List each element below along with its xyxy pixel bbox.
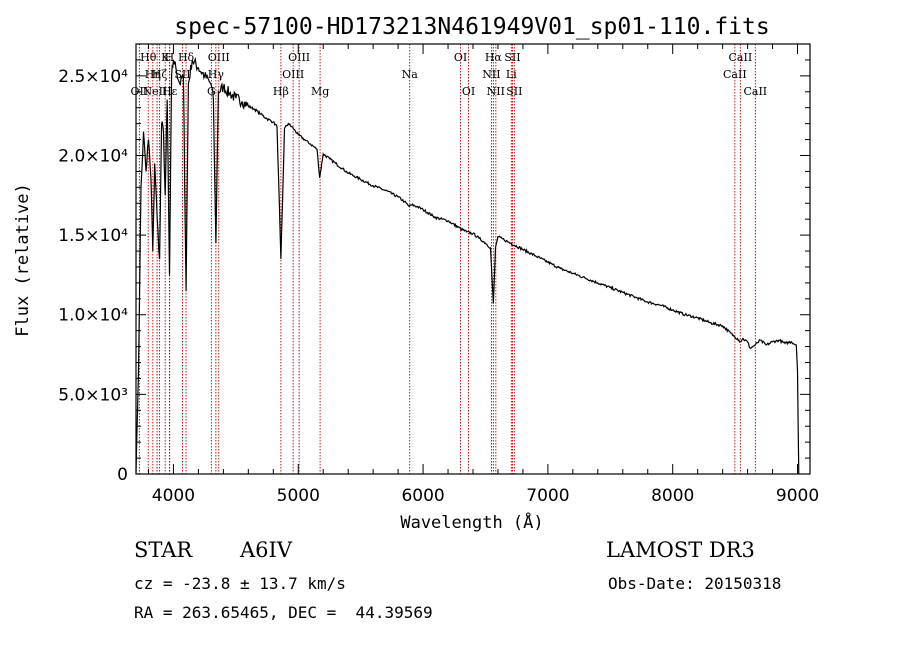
line-label: Hγ xyxy=(208,68,225,81)
y-axis-ticks: 0 5.0×10³ 1.0×10⁴ 1.5×10⁴ 2.0×10⁴ 2.5×10⁴ xyxy=(58,59,810,485)
y-tick-label: 2.5×10⁴ xyxy=(58,67,128,87)
line-label: SII xyxy=(506,85,522,98)
line-label: CaII xyxy=(743,85,767,98)
x-tick-label: 7000 xyxy=(526,486,569,506)
line-label: NII xyxy=(487,85,505,98)
observation-date: Obs-Date: 20150318 xyxy=(608,574,782,593)
line-label: CaII xyxy=(729,51,753,64)
line-label: Mg xyxy=(311,85,329,98)
line-label: Na xyxy=(402,68,419,81)
survey-name: LAMOST DR3 xyxy=(606,538,755,562)
line-label: Hη xyxy=(145,68,161,81)
line-label: NeIII xyxy=(143,85,172,98)
line-label: G xyxy=(207,85,216,98)
line-label: K xyxy=(161,51,170,64)
y-tick-label: 1.5×10⁴ xyxy=(58,226,128,246)
y-tick-label: 2.0×10⁴ xyxy=(58,146,128,166)
redshift-velocity: cz = -23.8 ± 13.7 km/s xyxy=(134,574,346,593)
x-tick-label: 9000 xyxy=(776,486,819,506)
y-axis-label: Flux (relative) xyxy=(13,183,33,337)
x-tick-label: 4000 xyxy=(152,486,195,506)
coordinates: RA = 263.65465, DEC = 44.39569 xyxy=(134,603,433,622)
object-subclass: A6IV xyxy=(240,538,292,562)
line-label: OIII xyxy=(282,68,304,81)
x-axis-label: Wavelength (Å) xyxy=(400,511,543,533)
line-label: NII xyxy=(482,68,500,81)
line-label: OIII xyxy=(288,51,310,64)
line-label: OI xyxy=(454,51,467,64)
line-label: H xyxy=(165,51,175,64)
x-axis-ticks: 4000 5000 6000 7000 8000 9000 xyxy=(147,44,819,506)
line-label: Hδ xyxy=(178,51,195,64)
y-tick-label: 1.0×10⁴ xyxy=(58,306,128,326)
emission-line-markers xyxy=(138,44,756,474)
plot-frame xyxy=(135,43,811,475)
x-tick-label: 6000 xyxy=(401,486,444,506)
spectrum-chart: spec-57100-HD173213N461949V01_sp01-110.f… xyxy=(13,14,819,533)
line-label: OI xyxy=(462,85,475,98)
line-label: Hα xyxy=(485,51,503,64)
y-tick-label: 5.0×10³ xyxy=(58,385,128,405)
line-label: Hζ xyxy=(152,68,168,81)
emission-line-labels: HθHηOIINeIIIHζKHHεHδSIIGHγOIIIHβOIIIOIII… xyxy=(131,51,768,98)
spectrum-line xyxy=(135,56,800,475)
x-tick-label: 5000 xyxy=(277,486,320,506)
line-label: Hθ xyxy=(140,51,157,64)
y-tick-label: 0 xyxy=(117,465,128,485)
object-class: STAR xyxy=(134,538,193,562)
line-label: CaII xyxy=(723,68,747,81)
line-label: SII xyxy=(504,51,520,64)
x-tick-label: 8000 xyxy=(651,486,694,506)
line-label: Li xyxy=(506,68,517,81)
chart-title: spec-57100-HD173213N461949V01_sp01-110.f… xyxy=(174,14,769,40)
line-label: Hε xyxy=(162,85,178,98)
line-label: OIII xyxy=(208,51,230,64)
line-label: Hβ xyxy=(273,85,289,98)
